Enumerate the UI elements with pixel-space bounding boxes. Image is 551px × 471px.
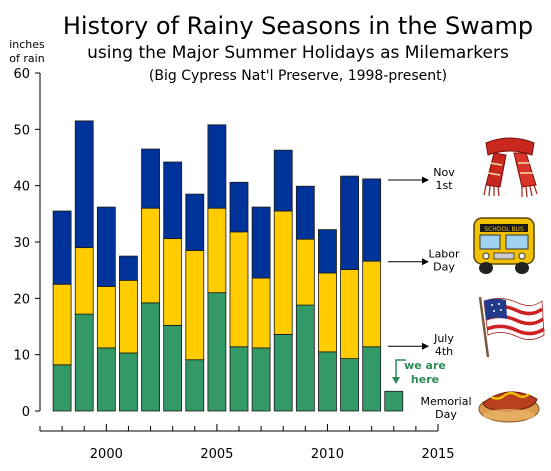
y-tick-label: 60 (13, 67, 30, 82)
scarf-icon (483, 137, 538, 198)
bar-segment-2 (207, 207, 227, 294)
bar-segment-1 (119, 352, 138, 412)
x-tick-label: 2010 (311, 447, 344, 462)
bar-segment-2 (340, 269, 359, 360)
bar-segment-2 (229, 231, 249, 348)
bar-segment-1 (340, 358, 359, 412)
bar-segment-3 (163, 161, 183, 240)
y-tick-label: 50 (13, 123, 30, 138)
marker-label-line1: Labor (428, 248, 460, 261)
x-tick-label: 2015 (421, 447, 454, 462)
bar-segment-2 (273, 210, 293, 335)
marker-arrow-head (422, 342, 429, 350)
school-bus-icon: SCHOOL BUS (473, 217, 535, 274)
x-tick-label: 2000 (90, 447, 123, 462)
bar-segment-1 (362, 346, 382, 412)
bar-segment-1 (207, 292, 227, 412)
bar-segment-1 (295, 304, 315, 412)
bars (52, 120, 404, 412)
bar-segment-3 (295, 185, 315, 240)
bar-segment-2 (141, 207, 160, 304)
y-tick-label: 10 (13, 349, 30, 364)
y-tick-label: 0 (22, 405, 30, 420)
y-axis: 0 10 20 30 40 50 60 (13, 67, 41, 420)
current-note-arrow-line (395, 359, 406, 378)
bar-segment-2 (52, 283, 72, 366)
marker-label-line1: Nov (433, 166, 455, 179)
bar-segment-2 (163, 238, 183, 326)
marker-label-line2: 4th (435, 345, 453, 358)
marker-label-line2: Day (435, 408, 457, 421)
marker-label-line1: Memorial (420, 395, 471, 408)
bar-segment-2 (295, 238, 315, 306)
bar-segment-3 (96, 206, 116, 287)
bar-segment-2 (96, 286, 116, 349)
bar-segment-3 (207, 124, 227, 209)
marker-arrow-head (422, 176, 429, 184)
bar-segment-1 (52, 364, 72, 412)
bar-segment-1 (273, 333, 293, 412)
bar-segment-1 (318, 351, 337, 412)
bar-segment-3 (273, 149, 293, 212)
bar-segment-1 (251, 347, 271, 412)
bar-segment-3 (141, 148, 160, 209)
x-axis: 2000 2005 2010 2015 (39, 424, 455, 462)
bar-segment-1 (96, 347, 116, 412)
bar-segment-1 (141, 302, 160, 412)
current-position-note: we are here (392, 359, 446, 386)
current-note-line2: here (411, 373, 439, 386)
svg-text:SCHOOL BUS: SCHOOL BUS (484, 226, 524, 233)
bar-segment-1 (74, 313, 94, 412)
bar-segment-2 (251, 277, 271, 349)
bar-segment-1 (185, 359, 205, 412)
bar-segment-3 (251, 206, 271, 279)
bar-segment-1 (229, 346, 249, 412)
chart-title: History of Rainy Seasons in the Swamp (63, 12, 533, 40)
current-note-line1: we are (404, 359, 446, 372)
bar-segment-2 (318, 272, 337, 353)
bar-segment-2 (185, 250, 205, 361)
american-flag-icon (478, 296, 545, 358)
chart-subtitle-secondary: (Big Cypress Nat'l Preserve, 1998-presen… (149, 68, 447, 84)
marker-label-line2: 1st (435, 179, 453, 192)
hotdog-icon (478, 391, 540, 423)
marker-label-line2: Day (433, 261, 455, 274)
marker-label-line1: July (433, 332, 454, 345)
chart-subtitle: using the Major Summer Holidays as Milem… (87, 43, 509, 63)
x-tick-label: 2005 (200, 447, 233, 462)
y-axis-label-line2: of rain (9, 52, 44, 65)
bar-segment-3 (318, 229, 337, 274)
marker-arrow-head (422, 258, 429, 266)
y-axis-label-line1: inches (9, 38, 45, 51)
bar-segment-1 (163, 324, 183, 412)
bar-segment-3 (229, 181, 249, 233)
bar-segment-2 (362, 260, 382, 348)
bar-segment-3 (52, 210, 72, 285)
bar-segment-3 (185, 193, 205, 251)
bar-segment-2 (119, 279, 138, 354)
bar-segment-3 (340, 175, 359, 271)
y-tick-label: 40 (13, 180, 30, 195)
bar-segment-1 (384, 390, 404, 412)
bar-segment-3 (362, 178, 382, 262)
bar-segment-2 (74, 247, 94, 315)
current-note-arrow-head (392, 377, 400, 384)
bar-segment-3 (74, 120, 94, 249)
y-tick-label: 20 (13, 292, 30, 307)
y-tick-label: 30 (13, 236, 30, 251)
bar-segment-3 (119, 255, 138, 281)
